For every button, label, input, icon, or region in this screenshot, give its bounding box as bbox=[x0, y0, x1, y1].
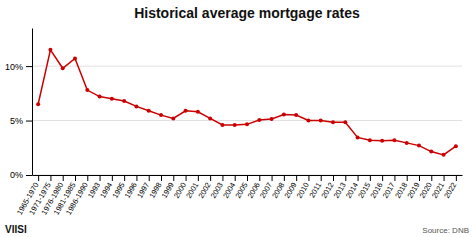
x-tick-mark bbox=[124, 175, 125, 181]
point bbox=[184, 109, 188, 113]
point bbox=[294, 113, 298, 117]
x-tick-mark bbox=[431, 175, 432, 181]
point bbox=[380, 139, 384, 143]
x-tick-mark bbox=[321, 175, 322, 181]
point bbox=[392, 138, 396, 142]
branding: VIISI bbox=[5, 224, 27, 235]
y-tick: 5% bbox=[10, 116, 32, 126]
point bbox=[282, 113, 286, 117]
x-tick-mark bbox=[407, 175, 408, 181]
x-tick-mark bbox=[333, 175, 334, 181]
point bbox=[233, 123, 237, 127]
y-axis-line bbox=[32, 29, 33, 176]
x-tick-mark bbox=[112, 175, 113, 181]
x-tick-mark bbox=[456, 175, 457, 181]
x-tick-label: 2010 bbox=[295, 181, 311, 200]
point bbox=[368, 138, 372, 142]
point bbox=[442, 153, 446, 157]
x-tick-mark bbox=[63, 175, 64, 181]
x-tick-mark bbox=[210, 175, 211, 181]
x-axis: 1965-19701971-19751976-19801981-19851986… bbox=[15, 175, 463, 216]
y-tick: 0% bbox=[10, 170, 32, 180]
point bbox=[36, 102, 40, 106]
y-tick-mark bbox=[26, 121, 32, 122]
y-tick-label: 10% bbox=[5, 61, 23, 71]
line bbox=[38, 50, 456, 155]
x-tick-mark bbox=[419, 175, 420, 181]
x-tick-mark bbox=[173, 175, 174, 181]
chart-container: 0% 5% 10% 1965-19701971-19751976-19801981-1… bbox=[0, 0, 474, 237]
point bbox=[405, 141, 409, 145]
point bbox=[147, 109, 151, 113]
y-tick-mark bbox=[26, 66, 32, 67]
point bbox=[85, 88, 89, 92]
point bbox=[257, 118, 261, 122]
x-tick-mark bbox=[272, 175, 273, 181]
x-tick-mark bbox=[247, 175, 248, 181]
point bbox=[48, 48, 52, 52]
point bbox=[270, 117, 274, 121]
x-tick-mark bbox=[284, 175, 285, 181]
point bbox=[134, 104, 138, 108]
y-tick-label: 0% bbox=[10, 170, 23, 180]
y-tick: 10% bbox=[5, 61, 32, 71]
point bbox=[343, 120, 347, 124]
point bbox=[356, 135, 360, 139]
x-tick-mark bbox=[186, 175, 187, 181]
x-tick-mark bbox=[149, 175, 150, 181]
y-tick-label: 5% bbox=[10, 116, 23, 126]
x-tick-mark bbox=[161, 175, 162, 181]
x-tick-mark bbox=[38, 175, 39, 181]
point bbox=[98, 95, 102, 99]
point bbox=[61, 66, 65, 70]
x-tick-mark bbox=[370, 175, 371, 181]
point bbox=[429, 150, 433, 154]
point bbox=[454, 144, 458, 148]
x-tick-mark bbox=[87, 175, 88, 181]
x-tick-label: 2022 bbox=[442, 181, 458, 200]
x-tick-mark bbox=[308, 175, 309, 181]
x-tick-mark bbox=[50, 175, 51, 181]
x-tick-mark bbox=[100, 175, 101, 181]
x-tick-mark bbox=[235, 175, 236, 181]
source-note: Source: DNB bbox=[422, 226, 469, 235]
x-tick-mark bbox=[259, 175, 260, 181]
point bbox=[306, 119, 310, 123]
point bbox=[220, 123, 224, 127]
x-tick-mark bbox=[136, 175, 137, 181]
point bbox=[208, 116, 212, 120]
x-tick-mark bbox=[382, 175, 383, 181]
grid-line bbox=[32, 66, 462, 67]
chart-svg: 0% 5% 10% 1965-19701971-19751976-19801981-1… bbox=[0, 0, 474, 237]
point bbox=[73, 56, 77, 60]
point bbox=[331, 120, 335, 124]
x-tick-mark bbox=[394, 175, 395, 181]
point bbox=[122, 99, 126, 103]
x-tick-label: 1986-1990 bbox=[64, 181, 90, 217]
point bbox=[171, 116, 175, 120]
x-tick-mark bbox=[198, 175, 199, 181]
x-tick-mark bbox=[345, 175, 346, 181]
series bbox=[36, 48, 458, 157]
y-tick-mark bbox=[26, 175, 32, 176]
point bbox=[319, 119, 323, 123]
x-tick-mark bbox=[222, 175, 223, 181]
y-axis: 0% 5% 10% bbox=[5, 29, 33, 181]
plot-area: 0% 5% 10% 1965-19701971-19751976-19801981-1… bbox=[5, 29, 463, 217]
x-tick-mark bbox=[444, 175, 445, 181]
grid-line bbox=[32, 120, 462, 121]
point bbox=[159, 113, 163, 117]
x-tick-mark bbox=[75, 175, 76, 181]
point bbox=[110, 97, 114, 101]
point bbox=[417, 144, 421, 148]
grid bbox=[32, 66, 462, 175]
x-tick-mark bbox=[296, 175, 297, 181]
point bbox=[196, 110, 200, 114]
title: Historical average mortgage rates bbox=[134, 5, 360, 21]
point bbox=[245, 122, 249, 126]
x-tick-mark bbox=[358, 175, 359, 181]
x-tick: 2022 bbox=[442, 175, 458, 200]
